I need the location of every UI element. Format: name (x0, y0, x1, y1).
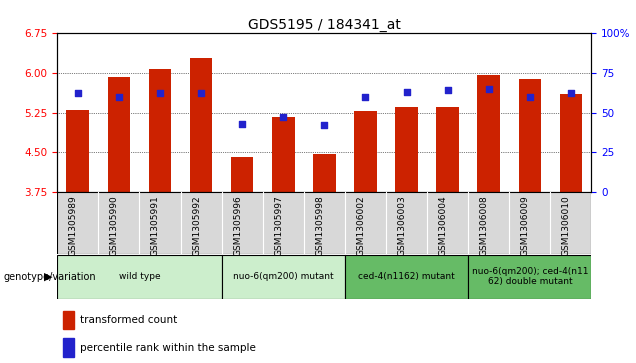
Text: ced-4(n1162) mutant: ced-4(n1162) mutant (358, 272, 455, 281)
Bar (354, 111, 377, 192)
Text: GSM1306008: GSM1306008 (480, 195, 488, 256)
Text: percentile rank within the sample: percentile rank within the sample (80, 343, 256, 352)
Point (401, 89, 411, 95)
Bar (518, 79, 541, 192)
Text: GSM1306002: GSM1306002 (356, 195, 366, 256)
Point (361, 94, 371, 99)
Text: genotype/variation: genotype/variation (3, 272, 96, 282)
Text: GSM1305998: GSM1305998 (315, 195, 324, 256)
Bar (436, 107, 459, 192)
Text: GSM1305992: GSM1305992 (192, 195, 201, 256)
Bar (149, 69, 171, 192)
Text: nuo-6(qm200) mutant: nuo-6(qm200) mutant (233, 272, 333, 281)
Point (278, 114, 288, 120)
Bar (231, 157, 254, 192)
Title: GDS5195 / 184341_at: GDS5195 / 184341_at (248, 18, 401, 32)
Bar (57, 255, 221, 298)
Point (237, 121, 247, 127)
Bar (560, 94, 582, 192)
Text: GSM1306003: GSM1306003 (398, 195, 406, 256)
Text: GSM1306004: GSM1306004 (439, 195, 448, 256)
Bar (478, 75, 500, 192)
Text: GSM1306010: GSM1306010 (562, 195, 571, 256)
Bar (57, 192, 591, 254)
Text: GSM1306009: GSM1306009 (521, 195, 530, 256)
Text: GSM1305997: GSM1305997 (274, 195, 283, 256)
Text: transformed count: transformed count (80, 315, 177, 325)
Point (443, 87, 453, 93)
Text: GSM1305990: GSM1305990 (110, 195, 119, 256)
Bar (468, 255, 591, 298)
Bar (190, 58, 212, 192)
Point (319, 122, 329, 128)
Bar (395, 107, 418, 192)
Point (114, 94, 124, 99)
Text: GSM1305989: GSM1305989 (69, 195, 78, 256)
Text: GSM1305996: GSM1305996 (233, 195, 242, 256)
Point (155, 90, 165, 96)
Point (483, 86, 494, 91)
Text: wild type: wild type (119, 272, 160, 281)
Bar (107, 77, 130, 192)
Point (525, 94, 535, 99)
Point (73, 90, 83, 96)
Text: GSM1305991: GSM1305991 (151, 195, 160, 256)
Bar (221, 255, 345, 298)
Bar (67, 110, 89, 192)
Bar (345, 255, 468, 298)
Text: ▶: ▶ (45, 272, 53, 282)
Bar (62, 310, 74, 329)
Point (566, 90, 576, 96)
Bar (313, 154, 336, 192)
Point (196, 90, 206, 96)
Bar (62, 338, 74, 357)
Text: nuo-6(qm200); ced-4(n11
62) double mutant: nuo-6(qm200); ced-4(n11 62) double mutan… (471, 267, 588, 286)
Bar (272, 117, 294, 192)
